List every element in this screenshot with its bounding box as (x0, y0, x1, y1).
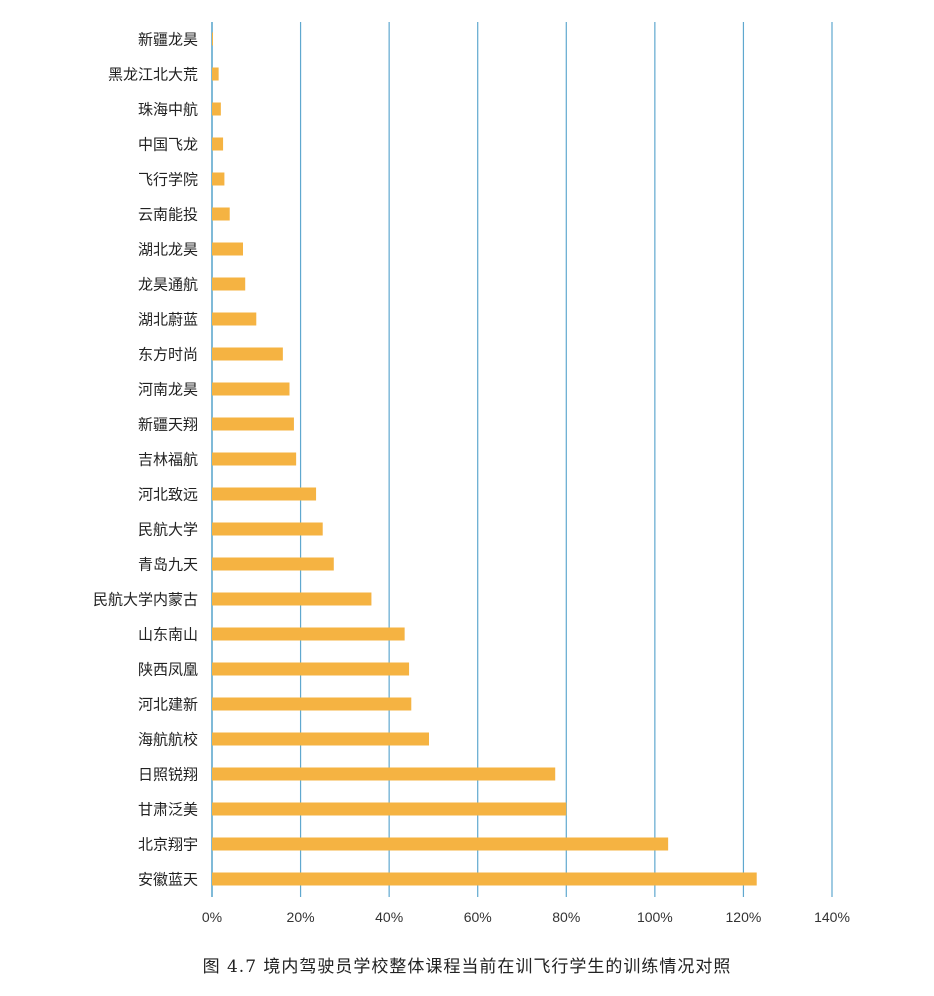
bar (212, 137, 224, 151)
figure-caption: 图 4.7 境内驾驶员学校整体课程当前在训飞行学生的训练情况对照 (202, 957, 732, 977)
bar (212, 697, 412, 711)
bar (212, 207, 230, 221)
bar (212, 417, 294, 431)
category-label: 湖北龙昊 (138, 241, 198, 259)
bar (212, 277, 246, 291)
bar-chart: 新疆龙昊黑龙江北大荒珠海中航中国飞龙飞行学院云南能投湖北龙昊龙昊通航湖北蔚蓝东方… (93, 22, 850, 925)
x-tick-label: 0% (202, 909, 222, 925)
bar (212, 837, 669, 851)
category-label: 民航大学 (138, 521, 198, 539)
category-label: 湖北蔚蓝 (138, 311, 198, 329)
x-tick-label: 80% (552, 909, 580, 925)
bar (212, 627, 405, 641)
bar (212, 102, 221, 116)
bar (212, 557, 334, 571)
category-label: 河北建新 (138, 696, 198, 714)
bar (212, 802, 567, 816)
category-label: 海航航校 (138, 731, 198, 749)
category-label: 吉林福航 (138, 451, 198, 469)
grid-lines (211, 22, 833, 897)
category-label: 东方时尚 (138, 346, 198, 364)
bar (212, 32, 213, 46)
bar (212, 767, 556, 781)
bar (212, 732, 429, 746)
category-label: 北京翔宇 (138, 836, 198, 854)
bar (212, 242, 243, 256)
category-label: 山东南山 (138, 626, 198, 644)
bar (212, 522, 323, 536)
bar (212, 872, 757, 886)
bar (212, 662, 410, 676)
category-label: 黑龙江北大荒 (108, 66, 198, 84)
x-tick-label: 60% (464, 909, 492, 925)
x-tick-label: 100% (637, 909, 673, 925)
x-tick-labels: 0% 20% 40% 60% 80% 100% 120% 140% (202, 909, 850, 925)
x-tick-label: 20% (287, 909, 315, 925)
bar (212, 592, 372, 606)
category-label: 青岛九天 (138, 556, 198, 574)
category-label: 珠海中航 (138, 101, 198, 119)
bar (212, 347, 283, 361)
category-label: 河南龙昊 (138, 381, 198, 399)
bar (212, 67, 219, 81)
bars (212, 32, 757, 886)
category-label: 民航大学内蒙古 (93, 591, 198, 609)
bar (212, 452, 297, 466)
category-label: 新疆天翔 (138, 416, 198, 434)
category-label: 河北致远 (138, 486, 198, 504)
bar (212, 487, 317, 501)
category-label: 中国飞龙 (138, 136, 198, 154)
x-tick-label: 40% (375, 909, 403, 925)
category-label: 日照锐翔 (138, 766, 198, 784)
category-label: 新疆龙昊 (138, 31, 198, 49)
category-label: 飞行学院 (138, 171, 198, 189)
category-labels: 新疆龙昊黑龙江北大荒珠海中航中国飞龙飞行学院云南能投湖北龙昊龙昊通航湖北蔚蓝东方… (93, 31, 198, 889)
bar (212, 312, 257, 326)
category-label: 龙昊通航 (138, 276, 198, 294)
bar (212, 172, 225, 186)
category-label: 云南能投 (138, 206, 198, 224)
x-tick-label: 140% (814, 909, 850, 925)
x-tick-label: 120% (726, 909, 762, 925)
category-label: 安徽蓝天 (138, 871, 198, 889)
category-label: 甘肃泛美 (138, 801, 198, 819)
bar (212, 382, 290, 396)
category-label: 陕西凤凰 (138, 661, 198, 679)
